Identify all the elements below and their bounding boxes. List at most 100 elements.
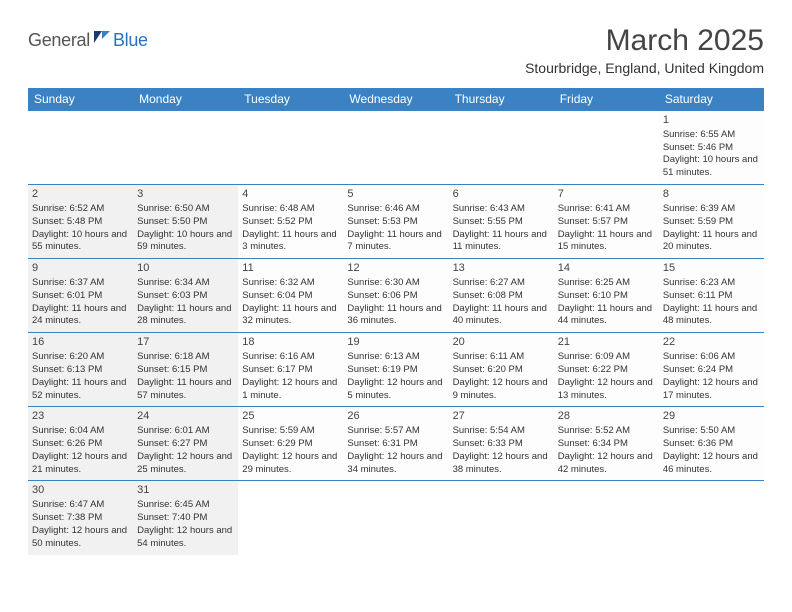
day-sun-info: Sunrise: 6:52 AM Sunset: 5:48 PM Dayligh…	[32, 203, 129, 254]
page-header: General Blue March 2025 Stourbridge, Eng…	[28, 24, 764, 76]
day-sun-info: Sunrise: 6:34 AM Sunset: 6:03 PM Dayligh…	[137, 277, 234, 328]
calendar-week-row: 2Sunrise: 6:52 AM Sunset: 5:48 PM Daylig…	[28, 185, 764, 259]
calendar-table: Sunday Monday Tuesday Wednesday Thursday…	[28, 88, 764, 555]
calendar-day-cell: 22Sunrise: 6:06 AM Sunset: 6:24 PM Dayli…	[659, 333, 764, 407]
day-number: 26	[347, 409, 444, 424]
calendar-day-cell: 31Sunrise: 6:45 AM Sunset: 7:40 PM Dayli…	[133, 481, 238, 555]
calendar-day-cell: 27Sunrise: 5:54 AM Sunset: 6:33 PM Dayli…	[449, 407, 554, 481]
day-sun-info: Sunrise: 6:20 AM Sunset: 6:13 PM Dayligh…	[32, 351, 129, 402]
day-number: 10	[137, 261, 234, 276]
day-number: 29	[663, 409, 760, 424]
day-number: 9	[32, 261, 129, 276]
title-block: March 2025 Stourbridge, England, United …	[525, 24, 764, 76]
day-number: 11	[242, 261, 339, 276]
day-number: 17	[137, 335, 234, 350]
day-number: 12	[347, 261, 444, 276]
calendar-day-cell	[238, 111, 343, 185]
day-number: 28	[558, 409, 655, 424]
day-sun-info: Sunrise: 6:30 AM Sunset: 6:06 PM Dayligh…	[347, 277, 444, 328]
calendar-day-cell: 16Sunrise: 6:20 AM Sunset: 6:13 PM Dayli…	[28, 333, 133, 407]
calendar-week-row: 23Sunrise: 6:04 AM Sunset: 6:26 PM Dayli…	[28, 407, 764, 481]
calendar-day-cell: 19Sunrise: 6:13 AM Sunset: 6:19 PM Dayli…	[343, 333, 448, 407]
day-sun-info: Sunrise: 6:50 AM Sunset: 5:50 PM Dayligh…	[137, 203, 234, 254]
dow-header: Wednesday	[343, 88, 448, 111]
calendar-day-cell: 11Sunrise: 6:32 AM Sunset: 6:04 PM Dayli…	[238, 259, 343, 333]
calendar-day-cell	[449, 481, 554, 555]
day-number: 2	[32, 187, 129, 202]
day-sun-info: Sunrise: 5:57 AM Sunset: 6:31 PM Dayligh…	[347, 425, 444, 476]
calendar-week-row: 9Sunrise: 6:37 AM Sunset: 6:01 PM Daylig…	[28, 259, 764, 333]
day-number: 14	[558, 261, 655, 276]
calendar-day-cell	[449, 111, 554, 185]
day-number: 31	[137, 483, 234, 498]
calendar-day-cell	[238, 481, 343, 555]
day-number: 27	[453, 409, 550, 424]
calendar-day-cell: 7Sunrise: 6:41 AM Sunset: 5:57 PM Daylig…	[554, 185, 659, 259]
calendar-day-cell: 23Sunrise: 6:04 AM Sunset: 6:26 PM Dayli…	[28, 407, 133, 481]
day-sun-info: Sunrise: 6:46 AM Sunset: 5:53 PM Dayligh…	[347, 203, 444, 254]
calendar-day-cell	[554, 481, 659, 555]
calendar-day-cell: 3Sunrise: 6:50 AM Sunset: 5:50 PM Daylig…	[133, 185, 238, 259]
day-number: 5	[347, 187, 444, 202]
day-number: 6	[453, 187, 550, 202]
calendar-day-cell	[343, 111, 448, 185]
day-sun-info: Sunrise: 6:25 AM Sunset: 6:10 PM Dayligh…	[558, 277, 655, 328]
calendar-day-cell: 26Sunrise: 5:57 AM Sunset: 6:31 PM Dayli…	[343, 407, 448, 481]
day-number: 22	[663, 335, 760, 350]
day-sun-info: Sunrise: 5:54 AM Sunset: 6:33 PM Dayligh…	[453, 425, 550, 476]
day-number: 16	[32, 335, 129, 350]
day-sun-info: Sunrise: 5:59 AM Sunset: 6:29 PM Dayligh…	[242, 425, 339, 476]
calendar-day-cell: 8Sunrise: 6:39 AM Sunset: 5:59 PM Daylig…	[659, 185, 764, 259]
day-number: 4	[242, 187, 339, 202]
day-number: 7	[558, 187, 655, 202]
day-number: 24	[137, 409, 234, 424]
day-sun-info: Sunrise: 6:11 AM Sunset: 6:20 PM Dayligh…	[453, 351, 550, 402]
day-number: 13	[453, 261, 550, 276]
calendar-day-cell: 20Sunrise: 6:11 AM Sunset: 6:20 PM Dayli…	[449, 333, 554, 407]
calendar-day-cell	[28, 111, 133, 185]
day-number: 15	[663, 261, 760, 276]
day-sun-info: Sunrise: 6:55 AM Sunset: 5:46 PM Dayligh…	[663, 129, 760, 180]
brand-part1: General	[28, 30, 90, 51]
dow-header: Monday	[133, 88, 238, 111]
dow-header: Sunday	[28, 88, 133, 111]
day-sun-info: Sunrise: 5:52 AM Sunset: 6:34 PM Dayligh…	[558, 425, 655, 476]
day-number: 21	[558, 335, 655, 350]
dow-header: Tuesday	[238, 88, 343, 111]
day-sun-info: Sunrise: 6:48 AM Sunset: 5:52 PM Dayligh…	[242, 203, 339, 254]
day-sun-info: Sunrise: 6:16 AM Sunset: 6:17 PM Dayligh…	[242, 351, 339, 402]
day-sun-info: Sunrise: 6:18 AM Sunset: 6:15 PM Dayligh…	[137, 351, 234, 402]
calendar-day-cell: 28Sunrise: 5:52 AM Sunset: 6:34 PM Dayli…	[554, 407, 659, 481]
calendar-day-cell: 6Sunrise: 6:43 AM Sunset: 5:55 PM Daylig…	[449, 185, 554, 259]
calendar-week-row: 1Sunrise: 6:55 AM Sunset: 5:46 PM Daylig…	[28, 111, 764, 185]
day-sun-info: Sunrise: 6:04 AM Sunset: 6:26 PM Dayligh…	[32, 425, 129, 476]
brand-part2: Blue	[113, 30, 148, 51]
calendar-day-cell: 1Sunrise: 6:55 AM Sunset: 5:46 PM Daylig…	[659, 111, 764, 185]
calendar-day-cell: 12Sunrise: 6:30 AM Sunset: 6:06 PM Dayli…	[343, 259, 448, 333]
day-sun-info: Sunrise: 6:23 AM Sunset: 6:11 PM Dayligh…	[663, 277, 760, 328]
dow-header: Friday	[554, 88, 659, 111]
location-text: Stourbridge, England, United Kingdom	[525, 60, 764, 76]
day-sun-info: Sunrise: 6:06 AM Sunset: 6:24 PM Dayligh…	[663, 351, 760, 402]
day-number: 20	[453, 335, 550, 350]
calendar-day-cell: 4Sunrise: 6:48 AM Sunset: 5:52 PM Daylig…	[238, 185, 343, 259]
calendar-day-cell	[554, 111, 659, 185]
day-sun-info: Sunrise: 5:50 AM Sunset: 6:36 PM Dayligh…	[663, 425, 760, 476]
calendar-day-cell: 5Sunrise: 6:46 AM Sunset: 5:53 PM Daylig…	[343, 185, 448, 259]
day-sun-info: Sunrise: 6:32 AM Sunset: 6:04 PM Dayligh…	[242, 277, 339, 328]
day-sun-info: Sunrise: 6:43 AM Sunset: 5:55 PM Dayligh…	[453, 203, 550, 254]
calendar-day-cell: 30Sunrise: 6:47 AM Sunset: 7:38 PM Dayli…	[28, 481, 133, 555]
day-number: 3	[137, 187, 234, 202]
calendar-day-cell: 21Sunrise: 6:09 AM Sunset: 6:22 PM Dayli…	[554, 333, 659, 407]
calendar-body: 1Sunrise: 6:55 AM Sunset: 5:46 PM Daylig…	[28, 111, 764, 555]
calendar-day-cell	[133, 111, 238, 185]
day-sun-info: Sunrise: 6:01 AM Sunset: 6:27 PM Dayligh…	[137, 425, 234, 476]
day-sun-info: Sunrise: 6:09 AM Sunset: 6:22 PM Dayligh…	[558, 351, 655, 402]
month-title: March 2025	[525, 24, 764, 58]
calendar-day-cell: 18Sunrise: 6:16 AM Sunset: 6:17 PM Dayli…	[238, 333, 343, 407]
day-number: 30	[32, 483, 129, 498]
calendar-day-cell: 14Sunrise: 6:25 AM Sunset: 6:10 PM Dayli…	[554, 259, 659, 333]
calendar-day-cell: 24Sunrise: 6:01 AM Sunset: 6:27 PM Dayli…	[133, 407, 238, 481]
brand-logo: General Blue	[28, 24, 148, 51]
day-sun-info: Sunrise: 6:41 AM Sunset: 5:57 PM Dayligh…	[558, 203, 655, 254]
